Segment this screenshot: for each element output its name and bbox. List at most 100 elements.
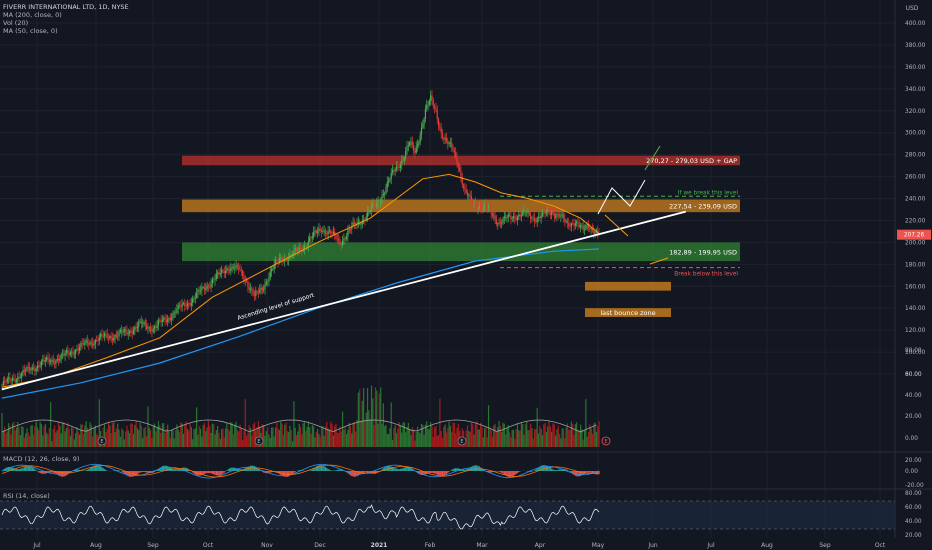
macd-label: MACD (12, 26, close, 9) xyxy=(3,455,80,463)
macd-bar xyxy=(583,471,586,474)
candle-body xyxy=(14,379,16,382)
macd-bar xyxy=(135,471,137,475)
volume-bar xyxy=(452,422,454,447)
candle-body xyxy=(326,233,328,235)
candle-body xyxy=(465,189,467,193)
macd-bar xyxy=(560,469,562,471)
candle-body xyxy=(71,351,73,353)
candle-body xyxy=(31,367,33,370)
candle-body xyxy=(135,327,137,329)
price-tick-1: 100.00 xyxy=(905,350,926,356)
volume-bar xyxy=(230,421,232,447)
earnings-marker-0 xyxy=(97,436,107,446)
macd-bar xyxy=(457,468,459,471)
macd-bar xyxy=(555,470,557,471)
volume-bar xyxy=(290,430,292,447)
volume-bar xyxy=(180,422,182,447)
volume-bar xyxy=(487,405,490,447)
candle-body xyxy=(468,195,470,197)
candle-body xyxy=(317,231,319,233)
macd-bar xyxy=(558,469,561,471)
macd-bar xyxy=(593,471,595,474)
candle-body xyxy=(131,332,133,334)
volume-bar xyxy=(261,424,263,447)
volume-bar xyxy=(50,402,52,447)
volume-bar xyxy=(155,431,157,447)
price-tick-15: 380.00 xyxy=(905,43,926,49)
volume-bar xyxy=(73,439,75,447)
candle-body xyxy=(50,360,52,363)
volume-bar xyxy=(372,398,374,447)
macd-bar xyxy=(455,468,457,471)
volume-bar xyxy=(127,430,129,447)
macd-bar xyxy=(232,467,235,471)
volume-bar xyxy=(576,422,578,447)
volume-bar xyxy=(430,422,432,447)
candle-body xyxy=(335,234,337,239)
candle-body xyxy=(288,257,290,261)
macd-bar xyxy=(207,471,210,474)
macd-bar xyxy=(43,471,45,474)
candle-body xyxy=(109,336,111,339)
earnings-marker-1 xyxy=(254,436,264,446)
volume-bar xyxy=(436,435,438,447)
candle-body xyxy=(470,195,473,201)
volume-bar xyxy=(307,421,309,447)
candle-body xyxy=(487,205,490,209)
candle-body xyxy=(410,141,412,143)
volume-bar xyxy=(31,425,33,447)
candle-body xyxy=(499,222,501,224)
macd-bar xyxy=(320,465,323,471)
candle-body xyxy=(64,352,66,356)
candle-body xyxy=(269,271,271,278)
macd-bar xyxy=(363,471,365,473)
volume-bar xyxy=(497,427,499,447)
zone-label-2: 182,89 - 199,95 USD xyxy=(669,248,737,256)
candle-body xyxy=(382,193,384,196)
macd-bar xyxy=(364,471,366,473)
candle-body xyxy=(378,201,381,203)
volume-bar xyxy=(294,427,296,447)
volume-bar xyxy=(285,422,287,447)
price-tick-16: 400.00 xyxy=(905,21,926,27)
volume-bar xyxy=(481,426,483,447)
macd-bar xyxy=(47,471,49,473)
macd-bar xyxy=(397,469,399,471)
candle-body xyxy=(30,369,32,371)
volume-bar xyxy=(324,426,327,447)
candle-body xyxy=(564,218,566,222)
candle-body xyxy=(282,261,285,262)
volume-bar xyxy=(514,439,516,447)
macd-bar xyxy=(506,471,508,477)
candle-body xyxy=(215,274,217,279)
volume-bar xyxy=(215,429,217,447)
volume-bar xyxy=(184,424,186,447)
volume-bar xyxy=(560,438,562,447)
volume-bar xyxy=(245,436,248,447)
candle-body xyxy=(43,359,45,362)
candle-body xyxy=(136,326,139,329)
volume-bar xyxy=(59,425,61,447)
volume-bar xyxy=(38,430,40,447)
volume-bar xyxy=(267,427,269,447)
candle-body xyxy=(117,336,119,337)
candle-body xyxy=(163,317,165,320)
candle-body xyxy=(593,230,595,234)
volume-bar xyxy=(65,427,68,447)
volume-bar xyxy=(414,440,416,447)
candle-body xyxy=(236,264,238,266)
volume-bar xyxy=(249,427,252,447)
candle-body xyxy=(573,223,575,226)
candle-body xyxy=(256,291,258,292)
x-label-5: Dec xyxy=(314,542,326,549)
volume-bar xyxy=(197,434,199,447)
volume-bar xyxy=(469,431,471,447)
volume-bar xyxy=(420,423,423,447)
macd-bar xyxy=(44,471,46,474)
candle-body xyxy=(221,269,223,274)
candle-body xyxy=(268,277,270,282)
candle-body xyxy=(510,215,512,219)
macd-bar xyxy=(92,466,94,471)
macd-bar xyxy=(134,471,136,476)
